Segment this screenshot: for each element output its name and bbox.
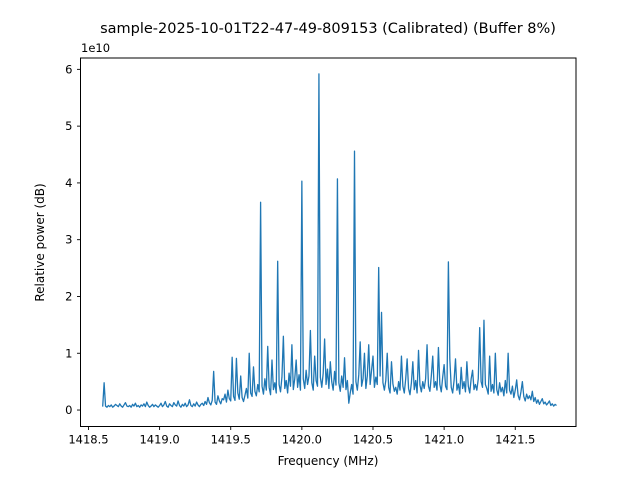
x-axis-ticks: 1418.5 1419.0 1419.5 1420.0 1420.5 1421.0 1421…: [68, 426, 535, 447]
plot-area: [80, 57, 577, 427]
x-axis-label: Frequency (MHz): [278, 454, 379, 468]
y-tick-label: 0: [65, 403, 72, 417]
x-tick-label: 1421.5: [495, 433, 535, 447]
y-tick-label: 2: [65, 289, 72, 303]
x-tick-label: 1420.5: [353, 433, 393, 447]
x-tick-label: 1420.0: [282, 433, 322, 447]
x-tick-label: 1421.0: [424, 433, 464, 447]
x-tick-label: 1419.0: [139, 433, 179, 447]
y-axis-label: Relative power (dB): [33, 183, 47, 301]
y-tick-label: 1: [65, 346, 72, 360]
spectrum-line: [102, 73, 557, 408]
y-axis-offset-label: 1e10: [81, 41, 110, 55]
x-tick-label: 1419.5: [211, 433, 251, 447]
y-tick-label: 4: [65, 176, 72, 190]
x-tick-label: 1418.5: [68, 433, 108, 447]
y-tick-label: 6: [65, 62, 72, 76]
y-tick-label: 5: [65, 119, 72, 133]
y-tick-label: 3: [65, 233, 72, 247]
y-axis-ticks: 0 1 2 3 4 5 6: [65, 62, 81, 417]
plot-title: sample-2025-10-01T22-47-49-809153 (Calib…: [100, 21, 556, 37]
